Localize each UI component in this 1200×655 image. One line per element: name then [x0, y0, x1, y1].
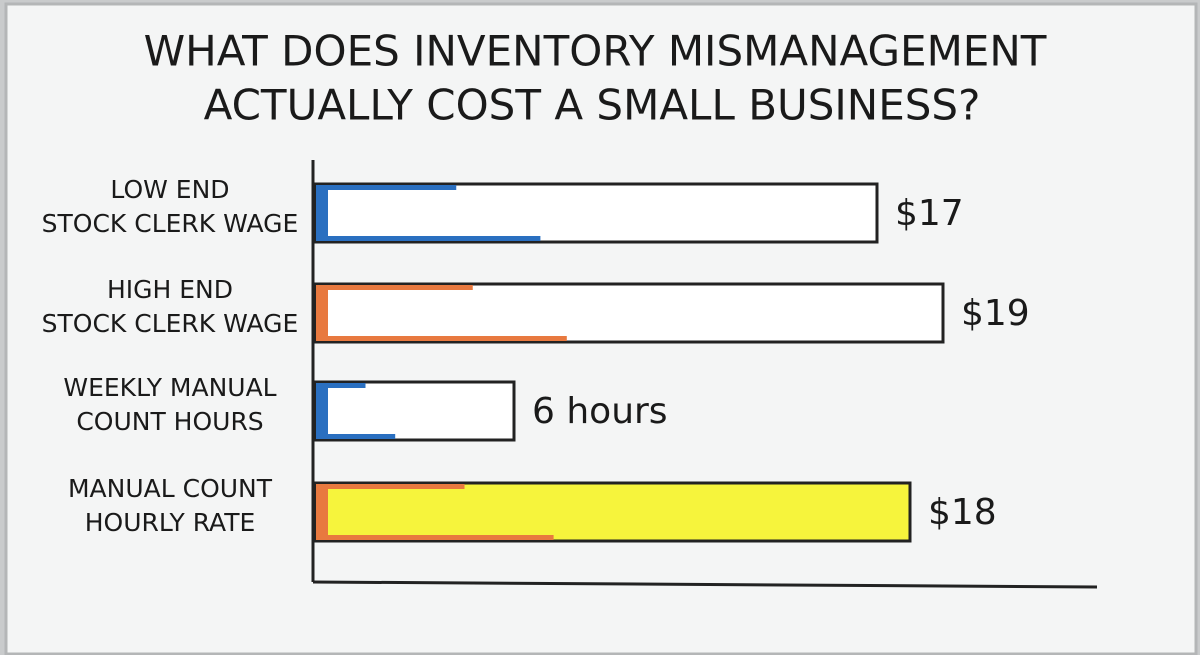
category-label: WEEKLY MANUAL	[63, 373, 276, 402]
bar-accent	[316, 286, 328, 340]
chart-title: ACTUALLY COST A SMALL BUSINESS?	[204, 81, 981, 130]
value-label: $18	[928, 492, 997, 533]
bar-accent	[316, 484, 465, 489]
bar-accent	[316, 383, 366, 388]
value-label: $19	[961, 293, 1030, 334]
bar-accent	[316, 186, 328, 240]
bar-accent	[316, 285, 473, 290]
bar-accent	[316, 485, 328, 539]
bar-accent	[316, 336, 567, 341]
category-label: HIGH END	[107, 275, 233, 304]
bar	[314, 380, 516, 442]
bar-accent	[316, 185, 457, 190]
value-label: 6 hours	[532, 391, 668, 432]
category-label: HOURLY RATE	[85, 508, 256, 537]
bar-accent	[316, 535, 554, 540]
category-label: LOW END	[110, 175, 229, 204]
category-label: STOCK CLERK WAGE	[42, 209, 299, 238]
value-label: $17	[895, 193, 964, 234]
category-label: COUNT HOURS	[76, 407, 263, 436]
category-label: MANUAL COUNT	[68, 474, 273, 503]
bar	[314, 481, 912, 543]
bar-accent	[316, 384, 328, 438]
bar-accent	[316, 434, 396, 439]
bar-accent	[316, 236, 541, 241]
chart-title: WHAT DOES INVENTORY MISMANAGEMENT	[144, 27, 1047, 76]
x-axis	[312, 580, 1098, 589]
bar	[314, 282, 945, 344]
bar	[314, 182, 879, 244]
category-label: STOCK CLERK WAGE	[42, 309, 299, 338]
